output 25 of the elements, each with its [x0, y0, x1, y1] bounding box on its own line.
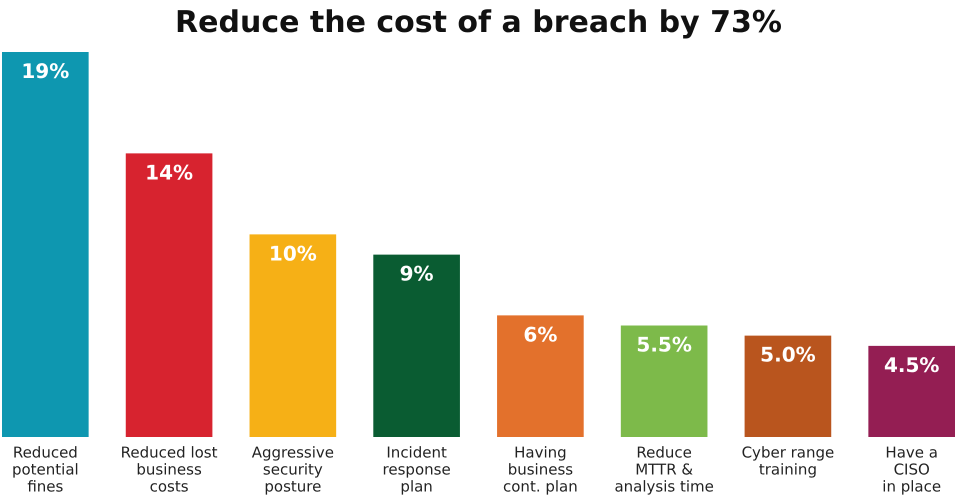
bar — [2, 52, 89, 437]
x-tick-label: Aggressive security posture — [252, 444, 334, 496]
data-label: 5.5% — [636, 332, 692, 357]
bar — [250, 234, 336, 437]
bar — [373, 254, 460, 437]
data-label: 6% — [523, 322, 558, 346]
data-label: 10% — [268, 241, 317, 266]
x-tick-label: Cyber range training — [742, 444, 834, 478]
x-tick-label: Reduced lost business costs — [120, 444, 218, 496]
bar — [497, 315, 584, 437]
data-label: 4.5% — [884, 352, 940, 377]
x-tick-label: Reduced potential fines — [12, 444, 79, 496]
x-tick-label: Incident response plan — [382, 444, 451, 496]
x-tick-label: Having business cont. plan — [503, 444, 578, 496]
data-label: 19% — [21, 59, 70, 83]
bar — [868, 346, 955, 437]
chart-title: Reduce the cost of a breach by 73% — [175, 5, 782, 40]
x-tick-label: Have a CISO in place — [882, 444, 942, 496]
x-tick-label: Reduce MTTR & analysis time — [614, 444, 714, 496]
bar — [126, 153, 212, 437]
data-label: 14% — [145, 160, 194, 184]
data-label: 9% — [400, 262, 434, 286]
data-label: 5.0% — [760, 342, 816, 367]
bar — [620, 326, 708, 437]
bar — [744, 336, 832, 437]
